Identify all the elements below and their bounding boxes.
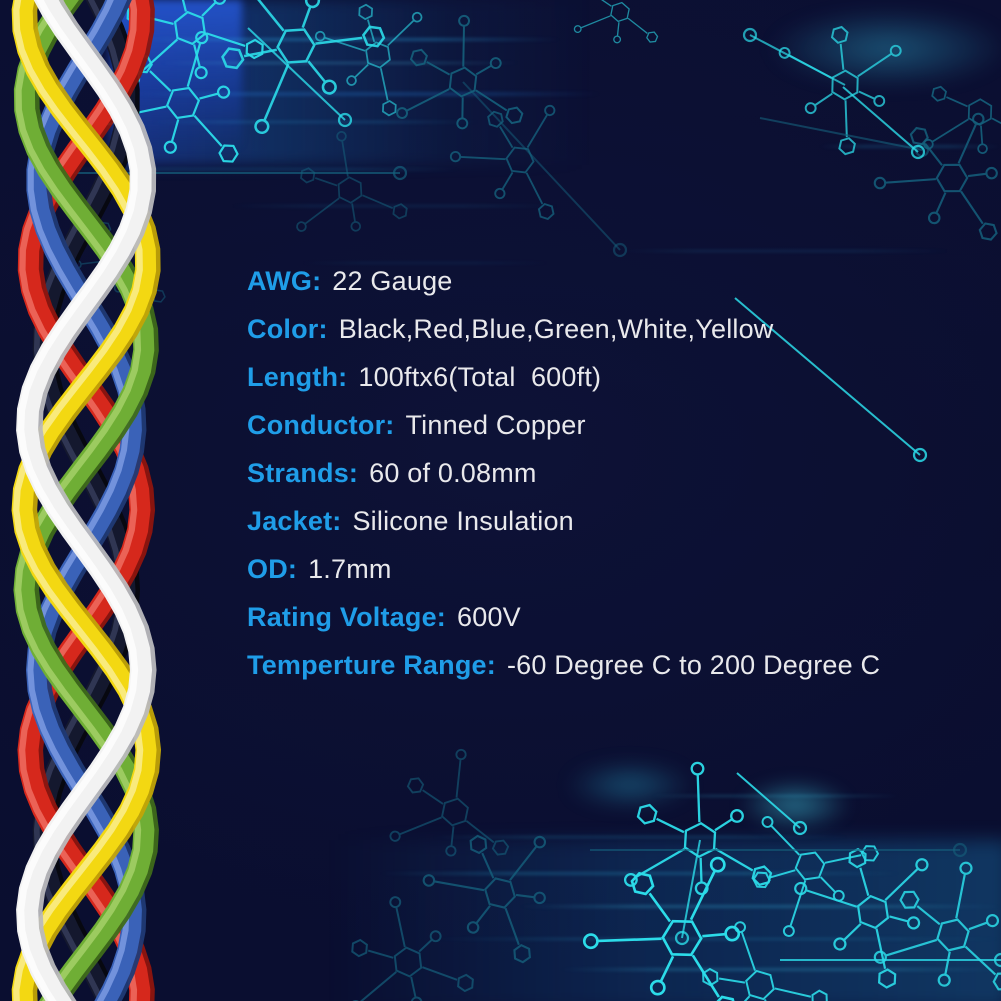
spec-row-awg: AWG: 22 Gauge <box>247 257 880 305</box>
spec-row-conductor: Conductor: Tinned Copper <box>247 401 880 449</box>
spec-label: Length: <box>247 362 348 392</box>
spec-label: Jacket: <box>247 506 342 536</box>
spec-row-strands: Strands: 60 of 0.08mm <box>247 449 880 497</box>
spec-value: 60 of 0.08mm <box>369 458 537 488</box>
spec-value: 600V <box>457 602 521 632</box>
spec-value: Silicone Insulation <box>352 506 574 536</box>
wire-yellow <box>11 0 162 1001</box>
spec-label: Strands: <box>247 458 359 488</box>
spec-label: Color: <box>247 314 328 344</box>
spec-row-color: Color: Black,Red,Blue,Green,White,Yellow <box>247 305 880 353</box>
wire-white <box>16 0 157 1001</box>
spec-label: OD: <box>247 554 298 584</box>
spec-label: Conductor: <box>247 410 395 440</box>
spec-label: Temperture Range: <box>247 650 496 680</box>
spec-value: 1.7mm <box>308 554 392 584</box>
spec-value: Tinned Copper <box>405 410 586 440</box>
spec-value: 22 Gauge <box>332 266 453 296</box>
spec-row-length: Length: 100ftx6(Total 600ft) <box>247 353 880 401</box>
spec-label: Rating Voltage: <box>247 602 447 632</box>
spec-row-temperature-range: Temperture Range: -60 Degree C to 200 Deg… <box>247 641 880 689</box>
spec-value: -60 Degree C to 200 Degree C <box>506 650 881 680</box>
twisted-wires <box>11 0 162 1001</box>
spec-row-od: OD: 1.7mm <box>247 545 880 593</box>
spec-row-rating-voltage: Rating Voltage: 600V <box>247 593 880 641</box>
spec-row-jacket: Jacket: Silicone Insulation <box>247 497 880 545</box>
spec-value: 100ftx6(Total 600ft) <box>358 362 602 392</box>
spec-value: Black,Red,Blue,Green,White,Yellow <box>338 314 774 344</box>
spec-label: AWG: <box>247 266 322 296</box>
spec-list: AWG: 22 Gauge Color: Black,Red,Blue,Green,… <box>247 257 880 689</box>
